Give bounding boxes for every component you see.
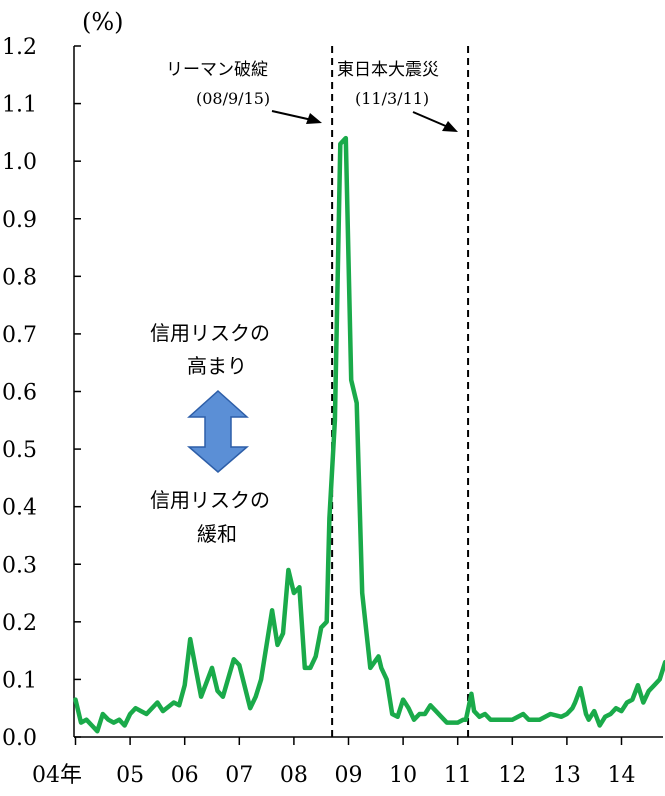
y-unit-label: (%) [82, 8, 124, 36]
y-tick-label: 1.2 [2, 35, 37, 60]
y-tick-label: 0.0 [2, 726, 37, 751]
series-line [73, 135, 665, 734]
x-tick-label: 07 [225, 763, 253, 788]
x-tick-label: 09 [335, 763, 363, 788]
y-tick-label: 1.0 [2, 150, 37, 175]
event-label-earthquake: 東日本大震災 [337, 60, 439, 80]
y-tick-label: 0.7 [2, 323, 37, 348]
event-date-earthquake: (11/3/11) [355, 89, 429, 108]
annotation-risk-down-line2: 緩和 [197, 522, 237, 546]
x-tick-label: 14 [608, 763, 636, 788]
y-tick-label: 0.4 [2, 496, 37, 521]
event-label-lehman: リーマン破綻 [166, 60, 268, 80]
x-tick-label: 05 [116, 763, 144, 788]
y-tick-label: 0.8 [2, 265, 37, 290]
series-line-0 [73, 135, 665, 734]
event-date-lehman: (08/9/15) [196, 89, 270, 108]
x-axis: 04年 05 06 07 08 09 10 11 12 13 14 [32, 736, 663, 788]
x-tick-label: 12 [498, 763, 526, 788]
event-arrow-lehman [271, 110, 322, 124]
x-tick-label: 11 [444, 763, 472, 788]
double-arrow-icon [186, 389, 250, 473]
event-arrow-earthquake [412, 111, 458, 132]
y-tick-label: 0.6 [2, 381, 37, 406]
y-axis: 0.0 0.1 0.2 0.3 0.4 0.5 0.6 0.7 0.8 0.9 1.0 1.1 1.2 [2, 35, 81, 751]
x-tick-label: 10 [389, 763, 417, 788]
y-tick-label: 0.9 [2, 208, 37, 233]
y-tick-label: 0.1 [2, 668, 37, 693]
x-tick-label: 06 [171, 763, 199, 788]
y-tick-label: 0.3 [2, 553, 37, 578]
annotation-risk-up-line2: 高まり [187, 354, 247, 378]
x-tick-label: 04年 [32, 763, 82, 788]
x-tick-label: 13 [553, 763, 581, 788]
y-tick-label: 0.5 [2, 438, 37, 463]
annotation-risk-down-line1: 信用リスクの [150, 488, 270, 512]
y-tick-label: 0.2 [2, 611, 37, 636]
annotation-risk-up-line1: 信用リスクの [150, 321, 270, 345]
x-tick-label: 08 [280, 763, 308, 788]
y-tick-label: 1.1 [2, 93, 37, 118]
